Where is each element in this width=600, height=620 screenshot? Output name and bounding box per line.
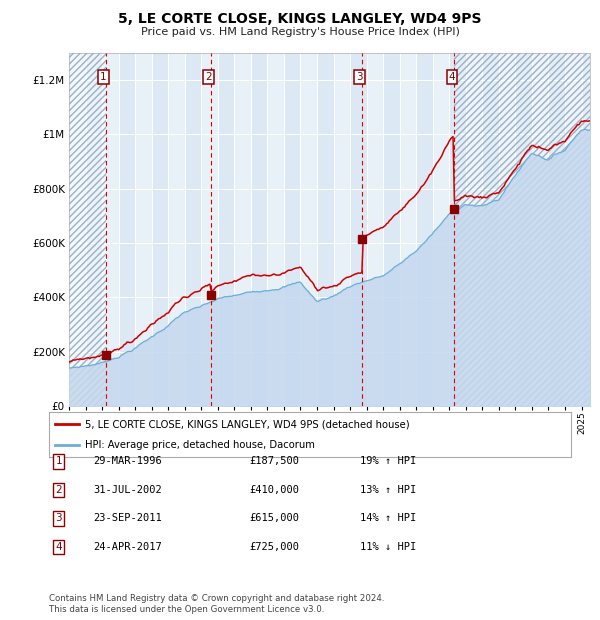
Text: 3: 3 — [356, 72, 363, 82]
Bar — [69, 53, 106, 406]
Text: £410,000: £410,000 — [249, 485, 299, 495]
Bar — [69, 53, 86, 406]
Text: 5, LE CORTE CLOSE, KINGS LANGLEY, WD4 9PS (detached house): 5, LE CORTE CLOSE, KINGS LANGLEY, WD4 9P… — [85, 419, 409, 430]
Text: Price paid vs. HM Land Registry's House Price Index (HPI): Price paid vs. HM Land Registry's House … — [140, 27, 460, 37]
Text: 11% ↓ HPI: 11% ↓ HPI — [360, 542, 416, 552]
Text: 4: 4 — [55, 542, 62, 552]
Text: 5, LE CORTE CLOSE, KINGS LANGLEY, WD4 9PS: 5, LE CORTE CLOSE, KINGS LANGLEY, WD4 9P… — [118, 12, 482, 27]
Bar — [499, 53, 515, 406]
Text: 3: 3 — [55, 513, 62, 523]
Bar — [235, 53, 251, 406]
Text: £187,500: £187,500 — [249, 456, 299, 466]
Text: £725,000: £725,000 — [249, 542, 299, 552]
Bar — [334, 53, 350, 406]
Text: Contains HM Land Registry data © Crown copyright and database right 2024.: Contains HM Land Registry data © Crown c… — [49, 593, 385, 603]
Text: 1: 1 — [55, 456, 62, 466]
Bar — [201, 53, 218, 406]
Text: 13% ↑ HPI: 13% ↑ HPI — [360, 485, 416, 495]
Text: 4: 4 — [449, 72, 455, 82]
Bar — [400, 53, 416, 406]
Text: HPI: Average price, detached house, Dacorum: HPI: Average price, detached house, Daco… — [85, 440, 314, 450]
Bar — [268, 53, 284, 406]
Bar — [466, 53, 482, 406]
Bar — [168, 53, 185, 406]
Bar — [454, 53, 590, 406]
Bar — [69, 53, 106, 406]
Text: 31-JUL-2002: 31-JUL-2002 — [93, 485, 162, 495]
Bar — [454, 53, 590, 406]
Bar — [367, 53, 383, 406]
Text: 14% ↑ HPI: 14% ↑ HPI — [360, 513, 416, 523]
Text: 1: 1 — [100, 72, 107, 82]
Bar — [301, 53, 317, 406]
Text: 23-SEP-2011: 23-SEP-2011 — [93, 513, 162, 523]
Text: 29-MAR-1996: 29-MAR-1996 — [93, 456, 162, 466]
Text: 19% ↑ HPI: 19% ↑ HPI — [360, 456, 416, 466]
Bar — [102, 53, 119, 406]
Bar — [532, 53, 548, 406]
Text: This data is licensed under the Open Government Licence v3.0.: This data is licensed under the Open Gov… — [49, 604, 325, 614]
Bar — [433, 53, 449, 406]
Text: 2: 2 — [55, 485, 62, 495]
Text: 24-APR-2017: 24-APR-2017 — [93, 542, 162, 552]
Bar — [135, 53, 152, 406]
Text: 2: 2 — [205, 72, 212, 82]
Bar — [565, 53, 581, 406]
Text: £615,000: £615,000 — [249, 513, 299, 523]
